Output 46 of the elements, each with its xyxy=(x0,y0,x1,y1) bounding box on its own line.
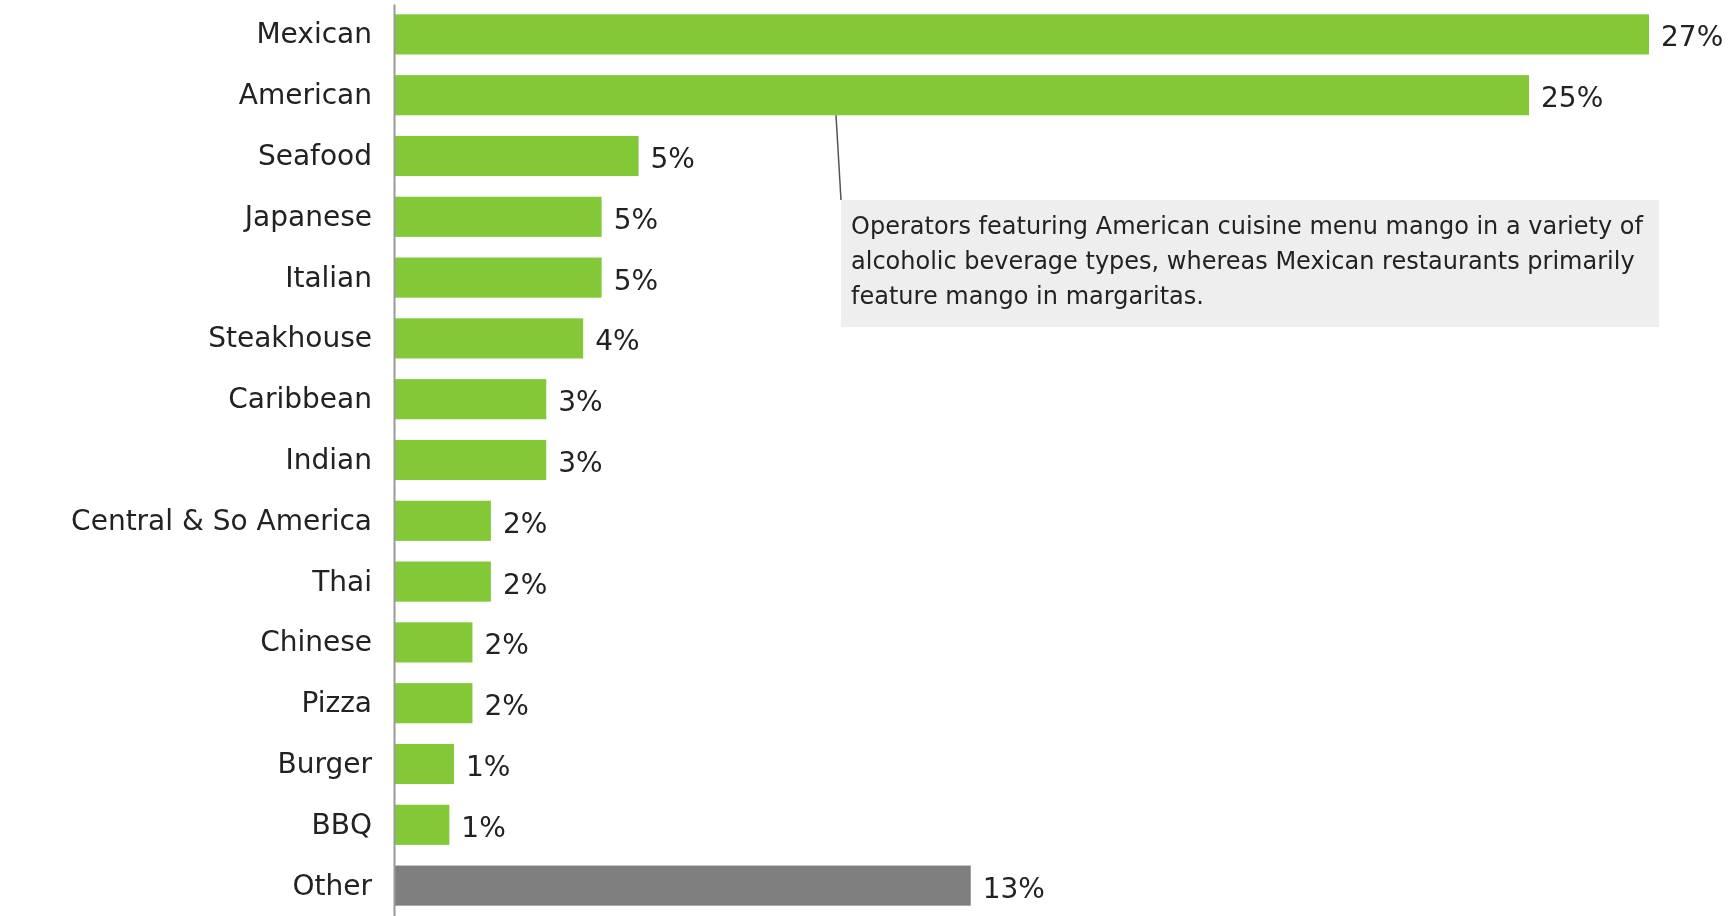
data-label: 1% xyxy=(461,810,506,844)
data-label: 2% xyxy=(484,689,529,723)
y-tick-label: Central & So America xyxy=(71,503,372,537)
data-label: 1% xyxy=(465,750,511,783)
y-tick-label: Mexican xyxy=(256,17,372,51)
y-tick-label: American xyxy=(238,78,372,112)
y-tick-label: Seafood xyxy=(257,138,372,172)
bar xyxy=(394,622,473,663)
data-label: 5% xyxy=(613,202,659,236)
bar xyxy=(394,14,1649,55)
data-label: 2% xyxy=(502,567,548,601)
y-tick-label: Steakhouse xyxy=(208,321,372,355)
bar xyxy=(394,804,450,845)
bar xyxy=(394,379,547,420)
bar xyxy=(394,318,584,359)
bar xyxy=(394,500,491,541)
y-tick-label: Other xyxy=(292,868,373,902)
bar xyxy=(394,257,602,298)
data-label: 3% xyxy=(558,446,603,479)
y-tick-label: Italian xyxy=(285,260,372,294)
data-label: 5% xyxy=(613,263,659,297)
y-tick-label: Pizza xyxy=(301,686,372,720)
bar xyxy=(394,743,454,785)
data-label: 13% xyxy=(982,871,1045,905)
y-tick-label: Indian xyxy=(285,442,372,476)
y-tick-label: BBQ xyxy=(311,807,372,841)
data-label: 2% xyxy=(502,506,548,540)
y-tick-label: Japanese xyxy=(242,199,372,233)
bar xyxy=(394,865,971,906)
y-tick-label: Burger xyxy=(277,746,373,780)
y-tick-label: Chinese xyxy=(260,625,372,659)
y-tick-label: Caribbean xyxy=(228,382,372,416)
bar xyxy=(394,683,473,724)
data-label: 2% xyxy=(484,628,529,662)
bar xyxy=(394,439,547,481)
bar xyxy=(394,135,639,177)
data-label: 5% xyxy=(650,142,695,175)
data-label: 4% xyxy=(595,324,640,358)
y-tick-label: Thai xyxy=(311,564,372,598)
bar xyxy=(394,196,602,237)
data-label: 25% xyxy=(1541,81,1604,115)
annotation: Operators featuring American cuisine menu mango in a variety of alcoholic beverage types, whereas Mexican restaurants primarily feature mango in margaritas. xyxy=(851,212,1644,310)
data-label: 27% xyxy=(1661,20,1724,54)
bar xyxy=(394,561,491,602)
bar xyxy=(394,75,1530,116)
data-label: 3% xyxy=(558,385,603,419)
